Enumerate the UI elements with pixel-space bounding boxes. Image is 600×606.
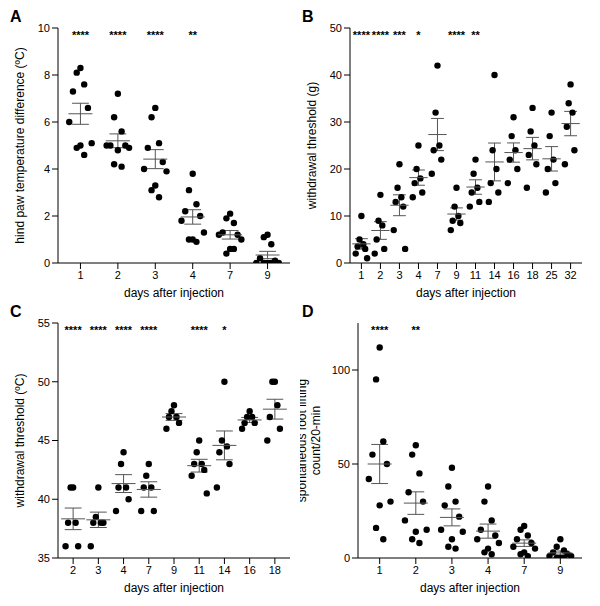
svg-text:30: 30 [330, 116, 342, 128]
svg-text:40: 40 [38, 493, 50, 505]
svg-text:withdrawal threshold (ºC): withdrawal threshold (ºC) [13, 374, 27, 509]
html-text:A: A [10, 8, 22, 25]
svg-text:6: 6 [44, 116, 50, 128]
svg-text:9: 9 [557, 564, 563, 576]
svg-text:****: **** [90, 324, 108, 336]
svg-text:****: **** [353, 29, 371, 41]
svg-text:hind paw temperature differenc: hind paw temperature difference (ºC) [13, 47, 27, 243]
svg-text:25: 25 [545, 269, 557, 281]
svg-text:*: * [222, 324, 227, 336]
svg-text:withdrawal threshold (g): withdrawal threshold (g) [305, 82, 319, 210]
svg-text:3: 3 [152, 269, 158, 281]
svg-text:****: **** [115, 324, 133, 336]
svg-text:7: 7 [227, 269, 233, 281]
svg-text:18: 18 [269, 564, 281, 576]
svg-text:days after injection: days after injection [416, 286, 516, 300]
svg-text:**: ** [188, 29, 197, 41]
svg-text:4: 4 [121, 564, 127, 576]
svg-text:0: 0 [336, 257, 342, 269]
svg-text:4: 4 [485, 564, 491, 576]
html-text:B: B [302, 8, 314, 25]
svg-text:2: 2 [44, 210, 50, 222]
svg-text:50: 50 [338, 458, 350, 470]
svg-text:days after injection: days after injection [124, 286, 224, 300]
svg-text:4: 4 [44, 163, 50, 175]
svg-text:9: 9 [453, 269, 459, 281]
svg-text:****: **** [109, 29, 127, 41]
svg-text:11: 11 [470, 269, 481, 281]
svg-text:0: 0 [44, 257, 50, 269]
svg-text:11: 11 [194, 564, 205, 576]
svg-text:8: 8 [44, 69, 50, 81]
svg-text:**: ** [471, 29, 480, 41]
svg-text:16: 16 [507, 269, 519, 281]
svg-text:55: 55 [38, 317, 50, 329]
svg-text:3: 3 [95, 564, 101, 576]
svg-text:20: 20 [330, 163, 342, 175]
svg-text:****: **** [65, 324, 83, 336]
svg-text:1: 1 [358, 269, 364, 281]
svg-text:****: **** [140, 324, 158, 336]
svg-text:7: 7 [146, 564, 152, 576]
svg-text:**: ** [412, 324, 421, 336]
svg-text:10: 10 [330, 210, 342, 222]
svg-text:40: 40 [330, 69, 342, 81]
svg-text:2: 2 [115, 269, 121, 281]
svg-text:32: 32 [564, 269, 576, 281]
svg-text:50: 50 [330, 22, 342, 34]
svg-text:7: 7 [434, 269, 440, 281]
svg-text:18: 18 [526, 269, 538, 281]
svg-text:spontaneous foot liftingcount/: spontaneous foot liftingcount/20-min [300, 379, 323, 502]
svg-text:7: 7 [521, 564, 527, 576]
svg-text:1: 1 [77, 269, 83, 281]
svg-text:*: * [416, 29, 421, 41]
svg-text:10: 10 [38, 22, 50, 34]
svg-text:3: 3 [396, 269, 402, 281]
svg-text:****: **** [191, 324, 209, 336]
svg-text:days after injection: days after injection [124, 581, 224, 595]
svg-text:****: **** [72, 29, 90, 41]
svg-text:2: 2 [377, 269, 383, 281]
svg-text:14: 14 [218, 564, 230, 576]
svg-text:****: **** [147, 29, 165, 41]
svg-text:45: 45 [38, 434, 50, 446]
svg-text:16: 16 [244, 564, 256, 576]
svg-text:50: 50 [38, 376, 50, 388]
html-text:D: D [302, 303, 314, 320]
svg-text:2: 2 [413, 564, 419, 576]
svg-text:****: **** [448, 29, 466, 41]
html-text:C: C [10, 303, 22, 320]
svg-text:3: 3 [449, 564, 455, 576]
svg-text:****: **** [372, 29, 390, 41]
svg-text:35: 35 [38, 552, 50, 564]
svg-text:2: 2 [70, 564, 76, 576]
svg-text:9: 9 [171, 564, 177, 576]
svg-text:4: 4 [190, 269, 196, 281]
svg-text:14: 14 [488, 269, 500, 281]
svg-text:****: **** [371, 324, 389, 336]
svg-text:days after injection: days after injection [420, 581, 520, 595]
svg-text:***: *** [393, 29, 407, 41]
svg-text:9: 9 [264, 269, 270, 281]
svg-text:1: 1 [377, 564, 383, 576]
svg-text:0: 0 [344, 552, 350, 564]
svg-text:100: 100 [332, 364, 350, 376]
svg-text:4: 4 [415, 269, 421, 281]
